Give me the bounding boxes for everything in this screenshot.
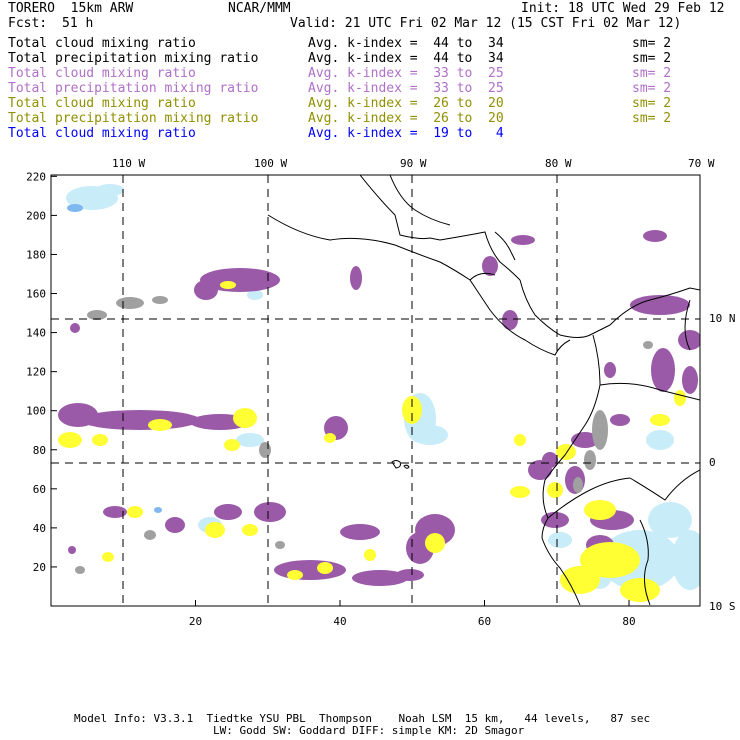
peru-brazil-border: [629, 469, 700, 501]
lon-label: 70 W: [688, 157, 715, 170]
central-america-caribbean-coast: [359, 175, 521, 281]
physics-info: LW: Godd SW: Goddard DIFF: simple KM: 2D…: [213, 724, 525, 737]
mexico-inland-border: [389, 175, 451, 226]
y-tick-label: 160: [26, 288, 46, 301]
venezuela-border: [684, 299, 691, 351]
legend-row: Total cloud mixing ratio Avg. k-index = 1…: [8, 126, 733, 141]
y-tick-label: 60: [33, 483, 46, 496]
blue-core: [67, 204, 83, 212]
legend-row: Total cloud mixing ratio Avg. k-index = 3…: [8, 66, 733, 81]
model-title: TORERO 15km ARW: [8, 1, 134, 16]
lat-lon-grid: [51, 175, 700, 606]
legend-row: Total precipitation mixing ratio Avg. k-i…: [8, 111, 733, 126]
legend-label: Total precipitation mixing ratio: [8, 81, 259, 96]
map-frame: [50, 174, 701, 607]
colombia-ecuador-border: [599, 382, 700, 401]
x-tick-label: 20: [189, 615, 202, 628]
south-america-pacific-coast: [541, 334, 601, 606]
init-time: Init: 18 UTC Wed 29 Feb 12: [521, 1, 725, 16]
forecast-hour: 51 h: [62, 16, 94, 31]
legend-label: Total cloud mixing ratio: [8, 66, 196, 81]
legend-label: Total cloud mixing ratio: [8, 36, 196, 51]
lat-label: 10 N: [709, 312, 736, 325]
legend-label: Total precipitation mixing ratio: [8, 51, 259, 66]
axis-labels: 2040608010012014016018020022024026028030…: [26, 170, 636, 628]
x-tick-label: 60: [478, 615, 491, 628]
y-tick-label: 120: [26, 366, 46, 379]
y-tick-label: 100: [26, 405, 46, 418]
panama-coast: [519, 279, 611, 338]
legend-sm: sm= 2: [632, 111, 672, 126]
legend-row: Total cloud mixing ratio Avg. k-index = 2…: [8, 96, 733, 111]
legend-sm: sm= 2: [632, 81, 672, 96]
lon-label: 80 W: [545, 157, 572, 170]
legend-index: Avg. k-index = 26 to 20: [308, 111, 504, 126]
legend-index: Avg. k-index = 44 to 34: [308, 36, 504, 51]
peru-bolivia-border: [639, 519, 651, 606]
legend-index: Avg. k-index = 33 to 25: [308, 66, 504, 81]
model-info: Model Info: V3.3.1 Tiedtke YSU PBL Thomp…: [74, 712, 651, 725]
legend-sm: sm= 2: [632, 51, 672, 66]
mid-cloud-areas: [58, 281, 686, 602]
lon-label: 110 W: [112, 157, 146, 170]
y-tick-label: 40: [33, 522, 46, 535]
valid-time: Valid: 21 UTC Fri 02 Mar 12 (15 CST Fri …: [290, 16, 682, 31]
lat-label: 10 S: [709, 600, 736, 613]
lon-label: 100 W: [254, 157, 288, 170]
forecast-label: Fcst:: [8, 16, 48, 31]
cloud-layer: [58, 184, 700, 602]
y-tick-label: 140: [26, 327, 46, 340]
legend-label: Total cloud mixing ratio: [8, 96, 196, 111]
y-tick-label: 200: [26, 209, 46, 222]
y-tick-label: 220: [26, 170, 46, 183]
honduras-border: [494, 231, 516, 261]
coastlines: [267, 175, 700, 606]
x-tick-label: 80: [622, 615, 635, 628]
legend-sm: sm= 2: [632, 36, 672, 51]
galapagos-islands: [391, 460, 410, 469]
legend-label: Total precipitation mixing ratio: [8, 111, 259, 126]
legend-row: Total cloud mixing ratio Avg. k-index = 4…: [8, 36, 733, 51]
y-tick-label: 20: [33, 561, 46, 574]
ecuador-peru-border: [547, 477, 631, 519]
legend-label: Total cloud mixing ratio: [8, 126, 196, 141]
axis-ticks: [51, 175, 630, 606]
legend-sm: sm= 2: [632, 66, 672, 81]
colombia-caribbean-coast: [609, 287, 700, 326]
legend-index: Avg. k-index = 26 to 20: [308, 96, 504, 111]
x-tick-label: 40: [333, 615, 346, 628]
legend-row: Total precipitation mixing ratio Avg. k-i…: [8, 51, 733, 66]
central-america-pacific-coast: [267, 214, 571, 356]
deep-cloud-areas: [75, 296, 653, 574]
blue-core: [154, 507, 162, 513]
y-tick-label: 180: [26, 248, 46, 261]
legend-index: Avg. k-index = 19 to 4: [308, 126, 504, 141]
organization: NCAR/MMM: [228, 1, 291, 16]
nicaragua-border: [469, 272, 496, 281]
legend-sm: sm= 2: [632, 96, 672, 111]
lon-label: 90 W: [400, 157, 427, 170]
legend-index: Avg. k-index = 44 to 34: [308, 51, 504, 66]
legend-index: Avg. k-index = 33 to 25: [308, 81, 504, 96]
lat-label: 0: [709, 456, 716, 469]
legend-row: Total precipitation mixing ratio Avg. k-i…: [8, 81, 733, 96]
y-tick-label: 80: [33, 444, 46, 457]
